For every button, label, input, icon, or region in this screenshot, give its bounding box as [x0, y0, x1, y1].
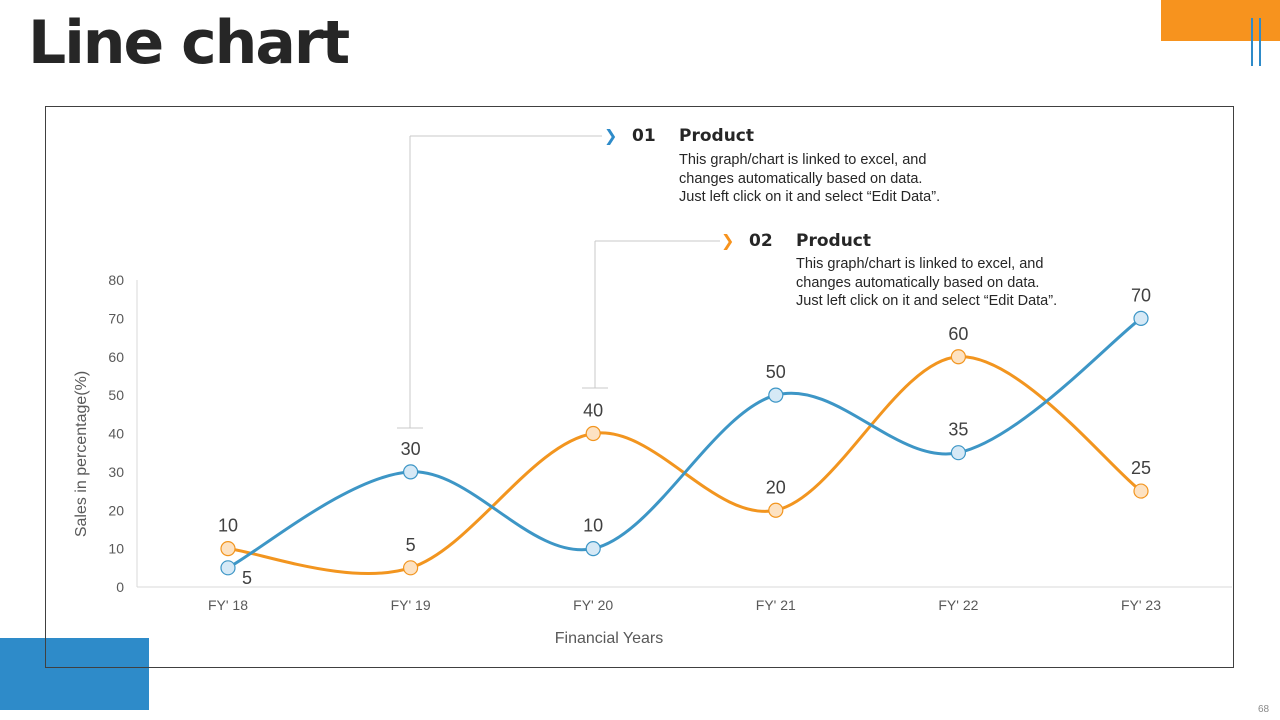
- data-label: 5: [242, 568, 252, 588]
- callout-number: 02: [749, 231, 773, 251]
- data-point: [403, 464, 419, 480]
- data-label: 60: [948, 324, 968, 344]
- chart-frame: [45, 106, 1234, 668]
- x-tick-label: FY' 23: [1121, 597, 1161, 613]
- callout-description-line: Just left click on it and select “Edit D…: [796, 293, 1058, 309]
- data-label: 50: [766, 362, 786, 382]
- data-label: 25: [1131, 458, 1151, 478]
- x-tick-label: FY' 19: [391, 597, 431, 613]
- data-point: [1133, 310, 1149, 326]
- data-point: [768, 387, 784, 403]
- x-tick-label: FY' 21: [756, 597, 796, 613]
- y-tick-label: 50: [108, 387, 124, 403]
- y-tick-label: 60: [108, 349, 124, 365]
- y-tick-label: 30: [108, 464, 124, 480]
- data-point: [220, 541, 236, 557]
- y-tick-label: 0: [116, 579, 124, 595]
- x-tick-label: FY' 18: [208, 597, 248, 613]
- callout-description-line: This graph/chart is linked to excel, and: [796, 256, 1044, 272]
- chevron-right-icon: ❯: [604, 126, 618, 145]
- data-label: 35: [948, 420, 968, 440]
- data-label: 10: [218, 516, 238, 536]
- callout-number: 01: [632, 126, 656, 146]
- data-point: [403, 560, 419, 576]
- page-number: 68: [1258, 704, 1270, 715]
- callout-description-line: changes automatically based on data.: [796, 274, 1040, 291]
- data-point: [1133, 483, 1149, 499]
- data-point: [950, 349, 967, 365]
- callout-description-line: Just left click on it and select “Edit D…: [679, 189, 941, 205]
- callout-title: Product: [679, 126, 754, 146]
- data-point: [585, 541, 601, 557]
- data-point: [585, 425, 601, 442]
- data-label: 70: [1131, 285, 1151, 305]
- callout-description: This graph/chart is linked to excel, and…: [796, 255, 1116, 311]
- series-line: [227, 355, 1142, 576]
- x-tick-label: FY' 22: [938, 597, 978, 613]
- data-label: 30: [401, 439, 421, 459]
- data-point: [950, 445, 967, 461]
- y-tick-label: 20: [108, 502, 124, 518]
- callout-description: This graph/chart is linked to excel, and…: [679, 151, 999, 207]
- slide-title: Line chart: [28, 8, 350, 78]
- y-tick-label: 80: [108, 272, 124, 288]
- y-tick-label: 40: [108, 426, 124, 442]
- x-axis-title: Financial Years: [555, 630, 664, 647]
- x-tick-label: FY' 20: [573, 597, 613, 613]
- callout-description-line: changes automatically based on data.: [679, 170, 923, 187]
- callout-description-line: This graph/chart is linked to excel, and: [679, 152, 927, 168]
- series-line: [227, 317, 1142, 570]
- data-point: [768, 502, 784, 518]
- chevron-right-icon: ❯: [721, 231, 735, 250]
- data-point: [220, 560, 236, 576]
- data-label: 10: [583, 516, 603, 536]
- callout-title: Product: [796, 231, 871, 251]
- y-tick-label: 70: [108, 310, 124, 326]
- y-axis-title: Sales in percentage(%): [73, 371, 90, 537]
- data-label: 40: [583, 401, 603, 421]
- y-tick-label: 10: [108, 541, 124, 557]
- data-label: 5: [406, 535, 416, 555]
- data-label: 20: [766, 477, 786, 497]
- blue-corner-block: [0, 638, 149, 710]
- decorative-line: [1259, 18, 1261, 66]
- decorative-line: [1251, 18, 1253, 66]
